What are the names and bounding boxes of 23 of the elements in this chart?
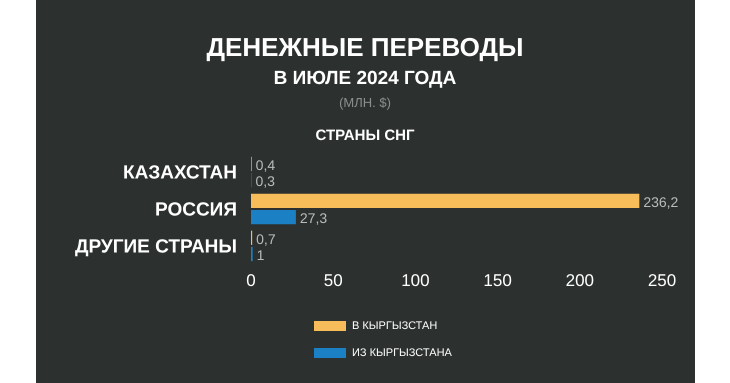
chart-title: ДЕНЕЖНЫЕ ПЕРЕВОДЫ — [206, 32, 524, 62]
x-tick-label: 150 — [483, 271, 512, 290]
x-tick-label: 100 — [401, 271, 430, 290]
y-tick-label: ДРУГИЕ СТРАНЫ — [74, 236, 237, 258]
chart-subtitle: В ИЮЛЕ 2024 ГОДА — [274, 68, 457, 89]
bar — [251, 194, 640, 208]
legend-label: В КЫРГЫЗСТАН — [352, 320, 438, 332]
x-tick-label: 200 — [566, 271, 594, 290]
data-label: 0,3 — [255, 173, 276, 190]
x-tick-label: 0 — [246, 271, 256, 290]
data-label: 236,2 — [643, 194, 679, 210]
x-tick-label: 50 — [324, 271, 343, 290]
y-tick-label: КАЗАХСТАН — [123, 162, 237, 184]
x-tick-label: 250 — [648, 271, 676, 290]
data-label: 27,3 — [300, 210, 328, 226]
y-tick-label: РОССИЯ — [155, 200, 237, 220]
text: (МЛН. $) — [339, 95, 391, 110]
bar — [251, 210, 296, 224]
data-label: 0,7 — [256, 230, 276, 247]
legend-label: ИЗ КЫРГЫЗСТАНА — [352, 347, 453, 359]
data-label: 0,4 — [256, 156, 276, 173]
data-label: 1 — [256, 247, 265, 264]
text: СТРАНЫ СНГ — [316, 127, 415, 144]
